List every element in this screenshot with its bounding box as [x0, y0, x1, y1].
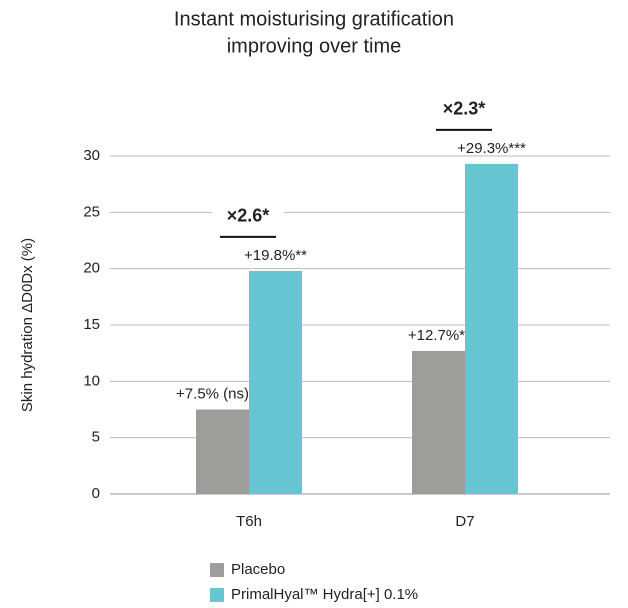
- value-label: +7.5% (ns): [176, 385, 249, 402]
- value-label: +19.8%**: [244, 247, 307, 264]
- annotation: ×2.6*: [227, 206, 270, 226]
- y-tick-label: 0: [92, 485, 100, 502]
- y-tick-label: 5: [92, 429, 100, 446]
- y-tick-label: 25: [83, 203, 100, 220]
- x-tick-label: D7: [455, 513, 474, 530]
- bar: [249, 270, 302, 494]
- y-tick-label: 30: [83, 147, 100, 164]
- value-label: +29.3%***: [457, 140, 526, 157]
- legend-swatch: [210, 588, 224, 602]
- value-label: +12.7%*: [408, 327, 465, 344]
- bar: [412, 350, 465, 494]
- annotation-bg: [212, 202, 284, 231]
- bar: [196, 409, 249, 494]
- y-tick-label: 10: [83, 372, 100, 389]
- annotation: ×2.3*: [443, 99, 486, 119]
- chart-title: improving over time: [227, 35, 402, 57]
- y-tick-label: 15: [83, 316, 100, 333]
- chart-title: Instant moisturising gratification: [174, 8, 454, 30]
- y-axis-label: Skin hydration ΔD0Dx (%): [19, 238, 36, 412]
- legend-label: Placebo: [231, 561, 285, 578]
- legend-label: PrimalHyal™ Hydra[+] 0.1%: [231, 586, 418, 603]
- y-tick-label: 20: [83, 260, 100, 277]
- bar: [465, 163, 518, 495]
- x-tick-label: T6h: [236, 513, 262, 530]
- annotation-bg: [428, 95, 500, 124]
- legend-swatch: [210, 563, 224, 577]
